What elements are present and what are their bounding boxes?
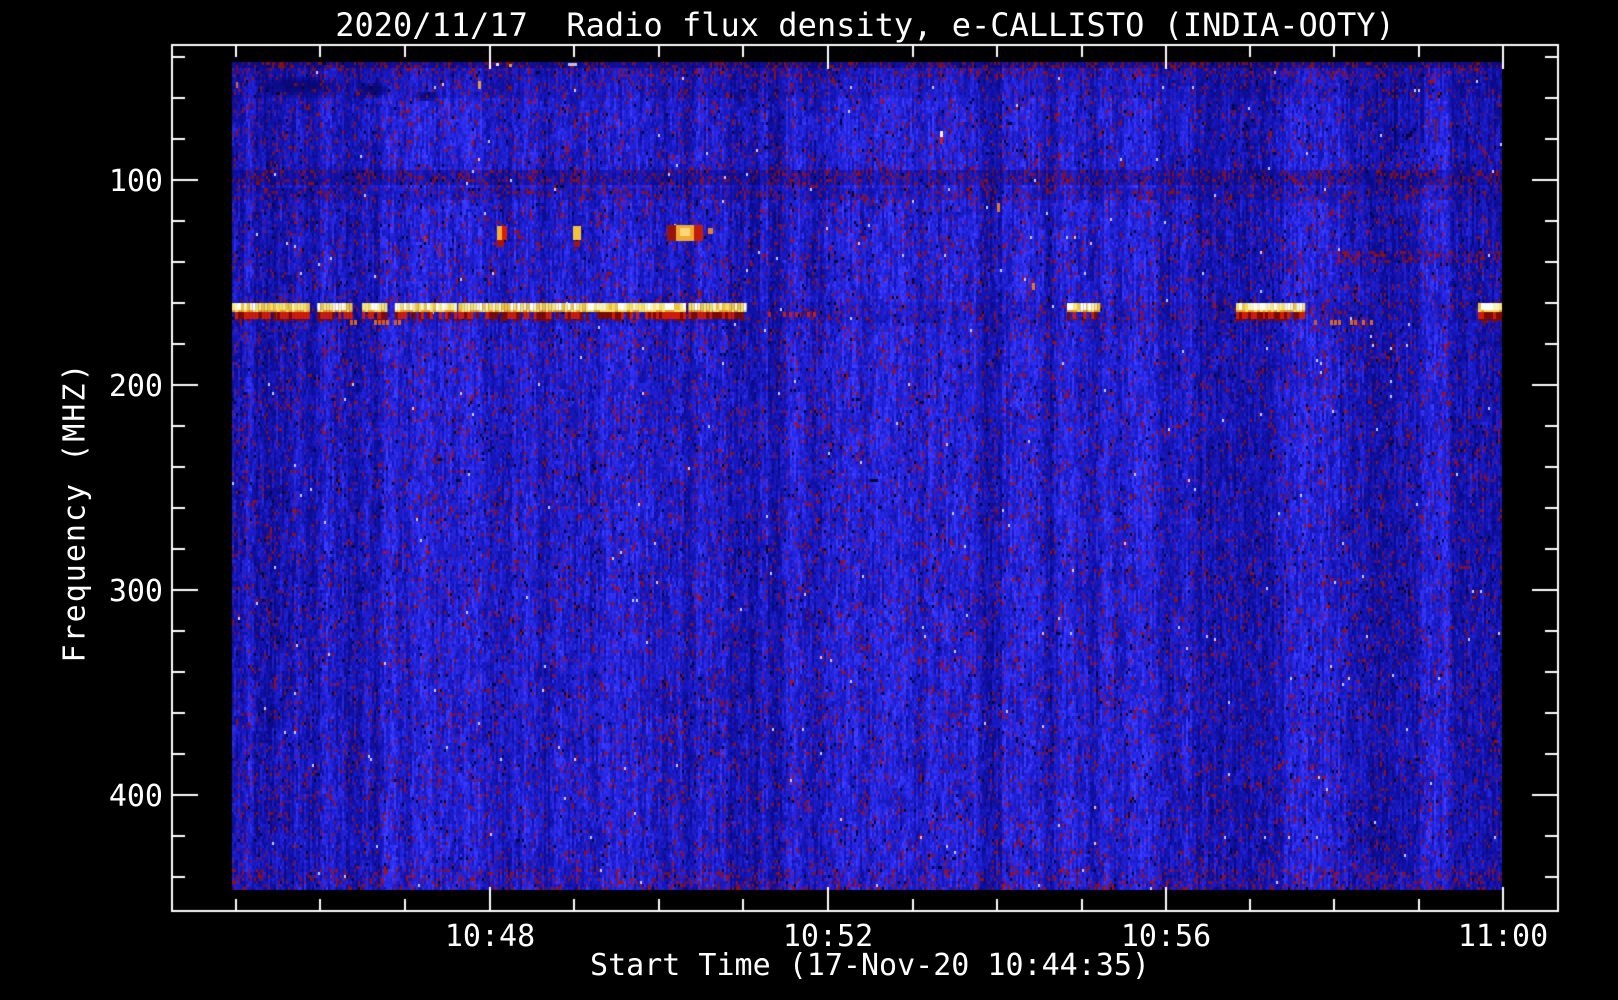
page-title: 2020/11/17 Radio flux density, e-CALLIST… xyxy=(335,6,1395,44)
y-axis-title: Frequency (MHZ) xyxy=(57,361,93,663)
y-tick-label-100: 100 xyxy=(108,164,163,199)
x-axis-title: Start Time (17-Nov-20 10:44:35) xyxy=(590,948,1150,983)
x-tick-label-10:48: 10:48 xyxy=(444,919,536,954)
y-tick-label-400: 400 xyxy=(108,779,163,814)
x-tick-label-11:00: 11:00 xyxy=(1457,919,1549,954)
y-tick-label-200: 200 xyxy=(108,369,163,404)
x-tick-label-10:52: 10:52 xyxy=(782,919,874,954)
x-tick-label-10:56: 10:56 xyxy=(1120,919,1212,954)
y-tick-label-300: 300 xyxy=(108,574,163,609)
